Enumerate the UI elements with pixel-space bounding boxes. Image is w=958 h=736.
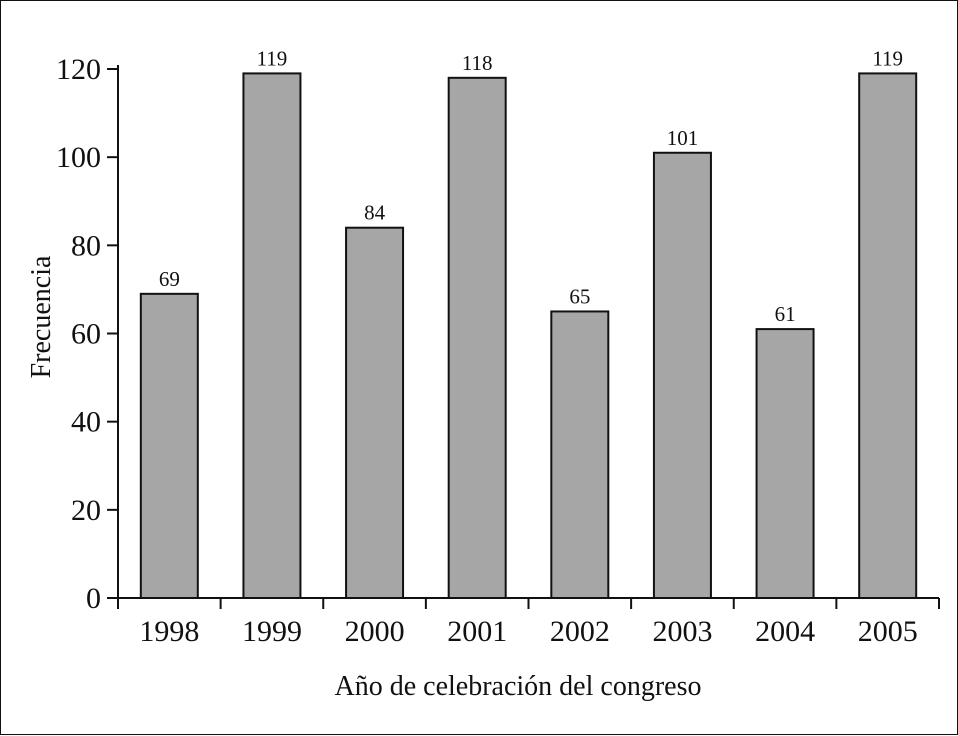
y-tick-label: 40 xyxy=(71,406,101,439)
x-tick-label: 2002 xyxy=(550,615,610,648)
y-tick-label: 60 xyxy=(71,318,101,351)
y-tick-label: 20 xyxy=(71,494,101,527)
x-tick-label: 2001 xyxy=(447,615,507,648)
data-label: 119 xyxy=(257,46,288,70)
x-tick-label: 2004 xyxy=(755,615,815,648)
data-label: 61 xyxy=(775,302,796,326)
x-axis-title: Año de celebración del congreso xyxy=(335,671,702,702)
x-tick-label: 1999 xyxy=(242,615,302,648)
x-tick-label: 2000 xyxy=(345,615,405,648)
x-tick-label: 1998 xyxy=(139,615,199,648)
bar-2005 xyxy=(858,72,918,600)
bar-1998 xyxy=(139,292,199,599)
bars-layer xyxy=(139,72,918,600)
data-label: 119 xyxy=(872,46,903,70)
y-axis-title: Frecuencia xyxy=(26,255,57,378)
axes-layer xyxy=(107,65,940,609)
bar-2001 xyxy=(447,76,507,600)
data-label: 101 xyxy=(667,126,699,150)
data-label: 84 xyxy=(364,201,386,225)
data-label: 118 xyxy=(462,51,493,75)
bar-2002 xyxy=(550,310,610,599)
y-tick-label: 120 xyxy=(56,53,101,86)
data-label: 65 xyxy=(569,284,590,308)
bar-2003 xyxy=(652,151,712,599)
x-tick-label: 2003 xyxy=(652,615,712,648)
x-tick-label: 2005 xyxy=(858,615,918,648)
labels-layer: 0 20 40 60 80 100 120 69 1998 119 1999 84 2000 118 200… xyxy=(56,46,918,648)
bar-2000 xyxy=(345,226,405,599)
y-tick-label: 0 xyxy=(86,582,101,615)
y-tick-label: 100 xyxy=(56,141,101,174)
bar-2004 xyxy=(755,328,815,599)
data-label: 69 xyxy=(159,267,180,291)
y-tick-label: 80 xyxy=(71,229,101,262)
bar-1999 xyxy=(242,72,302,600)
